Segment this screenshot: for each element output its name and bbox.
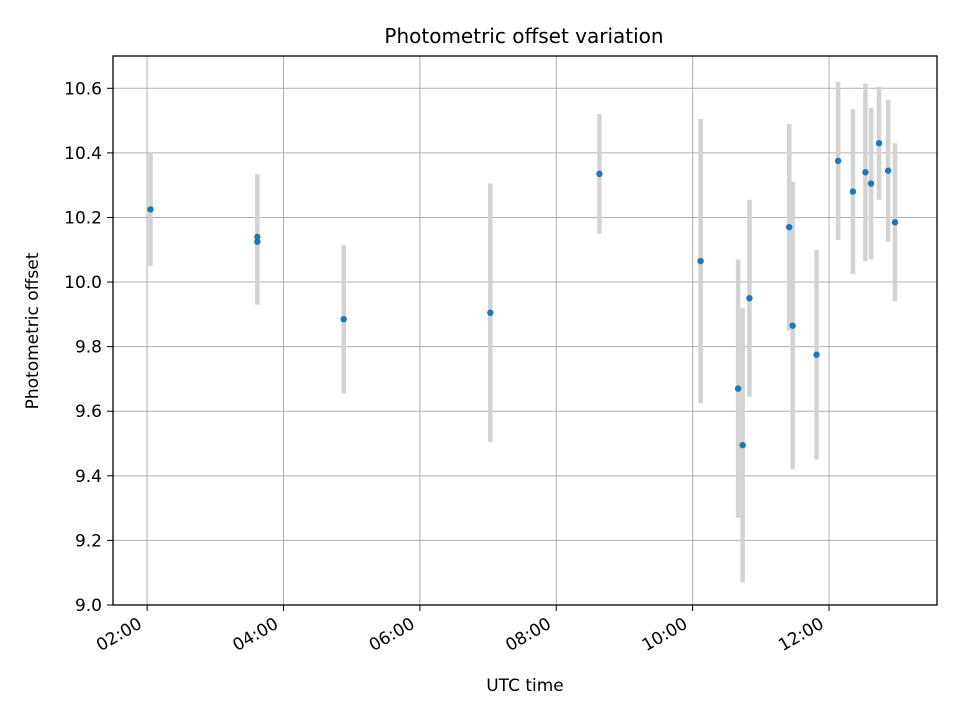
- data-point: [875, 139, 883, 147]
- data-point: [746, 295, 753, 302]
- data-point: [697, 257, 704, 265]
- data-point: [862, 169, 869, 176]
- grid: [113, 56, 937, 606]
- data-point: [596, 170, 603, 178]
- data-point: [786, 223, 793, 231]
- chart-title: Photometric offset variation: [384, 24, 663, 48]
- data-point: [487, 309, 494, 316]
- y-axis-ticks: 9.0 9.2 9.4 9.6 9.8 10.0 10.2 10.4 10.6: [64, 79, 113, 616]
- data-point: [867, 180, 875, 187]
- y-tick-label: 10.6: [64, 79, 102, 99]
- data-point: [340, 315, 347, 323]
- y-tick-label: 9.0: [75, 596, 102, 616]
- y-tick-label: 9.4: [75, 467, 102, 487]
- y-tick-label: 10.2: [64, 208, 102, 228]
- data-point: [813, 351, 820, 358]
- data-points: [147, 139, 899, 449]
- data-point: [789, 322, 796, 329]
- x-axis-title: UTC time: [486, 676, 564, 696]
- data-point: [891, 219, 899, 226]
- y-axis-title: Photometric offset: [23, 252, 43, 409]
- data-point: [147, 206, 154, 213]
- plot-frame: [112, 55, 938, 606]
- y-tick-label: 9.8: [75, 338, 102, 358]
- y-tick-label: 10.0: [64, 273, 102, 293]
- data-point: [739, 441, 746, 449]
- y-tick-label: 10.4: [64, 144, 102, 164]
- data-point: [254, 233, 261, 241]
- data-point: [254, 238, 261, 245]
- plot-area: [113, 56, 937, 605]
- y-tick-label: 9.6: [75, 402, 102, 422]
- y-tick-label: 9.2: [75, 531, 102, 551]
- data-point: [884, 167, 892, 174]
- data-point: [834, 157, 842, 165]
- data-point: [734, 385, 742, 392]
- data-point: [849, 188, 857, 195]
